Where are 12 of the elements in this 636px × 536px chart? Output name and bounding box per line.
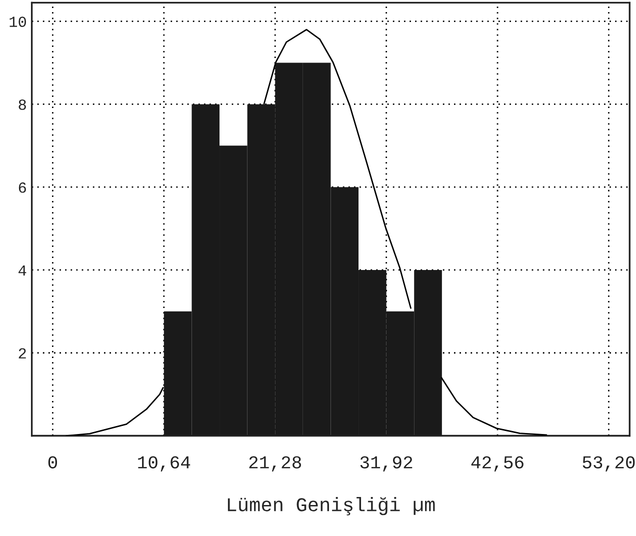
x-tick-label: 42,56: [471, 456, 524, 472]
x-tick-label: 21,28: [249, 456, 302, 472]
x-axis-title: Lümen Genişliği µm: [228, 497, 435, 516]
x-tick-label: 53,20: [582, 456, 635, 472]
x-tick-label: 31,92: [360, 456, 412, 472]
y-tick-label: 8: [18, 100, 26, 110]
x-tick-label: 10,64: [138, 456, 190, 472]
y-tick-label: 2: [18, 348, 26, 358]
x-tick-label: 0: [48, 456, 58, 468]
y-tick-label: 4: [18, 265, 26, 276]
y-tick-label: 6: [18, 182, 26, 193]
y-tick-label: 10: [10, 16, 26, 28]
